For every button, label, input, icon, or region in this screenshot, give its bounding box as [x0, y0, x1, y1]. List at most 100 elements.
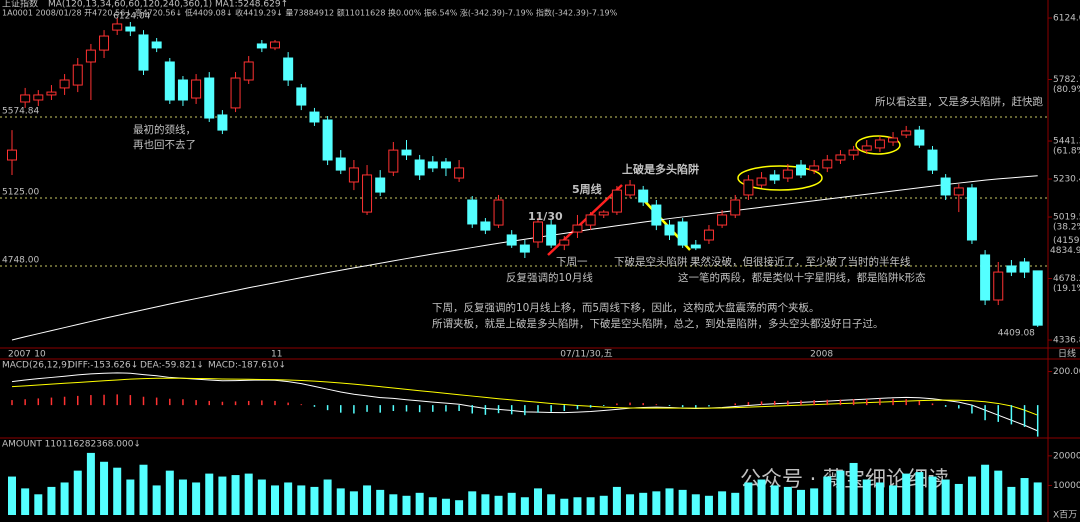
volume-bar — [520, 497, 529, 515]
candle-body — [953, 187, 964, 196]
candle-body — [585, 214, 596, 226]
annotation: 果然没破，但很接近了，至少破了当时的半年线 — [690, 255, 911, 268]
volume-bar — [73, 470, 82, 515]
volume-bar — [797, 489, 805, 515]
candle-body — [861, 145, 872, 151]
volume-bar — [441, 498, 450, 515]
y-tick-label: 4678.2 — [1053, 274, 1080, 284]
candle-body — [677, 221, 688, 246]
annotation: 下周一 — [556, 256, 588, 268]
y-tick-label: 5230.4 — [1053, 175, 1080, 185]
candle-body — [125, 26, 136, 32]
volume-bar — [783, 486, 792, 515]
candle-body — [270, 41, 280, 49]
highlight-ellipse — [737, 165, 823, 191]
volume-bar — [100, 461, 109, 515]
volume-bar — [178, 479, 187, 515]
volume-bar — [849, 462, 858, 515]
candle-body — [651, 204, 662, 226]
volume-bar — [113, 467, 122, 515]
annotation: 下破是空头陷阱 — [614, 255, 688, 268]
candle-body — [519, 244, 530, 253]
level-label: 5574.84 — [2, 106, 39, 116]
candle-body — [164, 61, 175, 101]
volume-bar — [731, 492, 740, 515]
candle-body — [756, 177, 767, 186]
x-tick-label: 07/11/30,五 — [560, 350, 612, 360]
candle-body — [914, 129, 925, 146]
candle-body — [874, 139, 885, 149]
x-tick-label: 2007 — [8, 350, 31, 360]
candle-body — [46, 91, 57, 96]
fib-label: (61.8%) — [1053, 147, 1080, 157]
candle-body — [796, 164, 806, 176]
volume-bar — [349, 491, 358, 515]
annotation: 5周线 — [572, 182, 602, 196]
candle-body — [59, 79, 70, 89]
candle-body — [809, 165, 820, 171]
candle-body — [427, 161, 438, 169]
candle-body — [559, 239, 570, 246]
candle-body — [20, 94, 31, 103]
panel-title: AMOUNT 110116282368.000↓ — [2, 440, 141, 450]
candle-body — [348, 167, 359, 183]
candle-body — [848, 149, 859, 156]
chart-title: 上证指数 — [2, 0, 38, 10]
volume-bar — [165, 470, 174, 515]
x-tick-label: 11 — [271, 350, 282, 360]
candle-body — [362, 174, 373, 213]
volume-bar — [218, 476, 227, 515]
volume-bar — [678, 489, 687, 515]
annotation: 再也回不去了 — [133, 138, 196, 151]
candle-body — [980, 254, 991, 301]
candle-body — [598, 211, 609, 216]
volume-bar — [534, 488, 542, 515]
fib-label: (19.1%) — [1053, 284, 1080, 294]
level-label: 5125.00 — [2, 188, 39, 198]
candle-body — [480, 221, 491, 231]
y-tick-label: 5441.3 — [1053, 137, 1080, 147]
candle-body — [703, 229, 714, 241]
unit-label: X百万 — [1053, 510, 1077, 521]
candle-body — [506, 234, 517, 246]
volume-bar — [547, 494, 556, 515]
candle-body — [375, 177, 386, 193]
candle-body — [966, 187, 977, 241]
candle-body — [835, 154, 846, 161]
x-tick-label: 2008 — [810, 350, 833, 360]
volume-bar — [836, 470, 845, 515]
volume-bar — [507, 492, 516, 515]
candle-body — [217, 114, 228, 131]
candle-body — [309, 111, 320, 123]
candle-body — [440, 161, 451, 169]
volume-bar — [310, 486, 319, 515]
candle-body — [1032, 270, 1043, 326]
candle-body — [611, 189, 622, 213]
volume-bar — [915, 472, 924, 515]
volume-bar — [60, 482, 69, 515]
candle-body — [72, 64, 83, 86]
volume-bar — [744, 482, 753, 515]
volume-bar — [21, 488, 30, 515]
chart-info: 1A0001 2008/01/28 开4720.56↓ 高4720.56↓ 低4… — [2, 8, 618, 18]
volume-bar — [481, 494, 490, 515]
candle-body — [927, 149, 938, 171]
candle-body — [888, 137, 899, 143]
period-label: 日线 — [1058, 348, 1076, 360]
volume-bar — [718, 491, 727, 515]
annotation: 这一笔的两段，都是类似十字星阴线，都是陷阱k形态 — [678, 271, 926, 284]
fib-label: (80.9%) — [1053, 85, 1080, 95]
volume-bar — [639, 492, 648, 515]
volume-bar — [599, 495, 608, 515]
candle-body — [138, 34, 149, 71]
volume-bar — [967, 476, 976, 515]
volume-bar — [468, 491, 477, 515]
volume-bar — [376, 489, 385, 515]
volume-bar — [336, 488, 345, 515]
volume-bar — [1007, 486, 1016, 515]
x-tick-label: 10 — [34, 350, 46, 360]
volume-bar — [389, 494, 398, 515]
candle-body — [1019, 261, 1030, 273]
volume-bar — [139, 464, 148, 515]
